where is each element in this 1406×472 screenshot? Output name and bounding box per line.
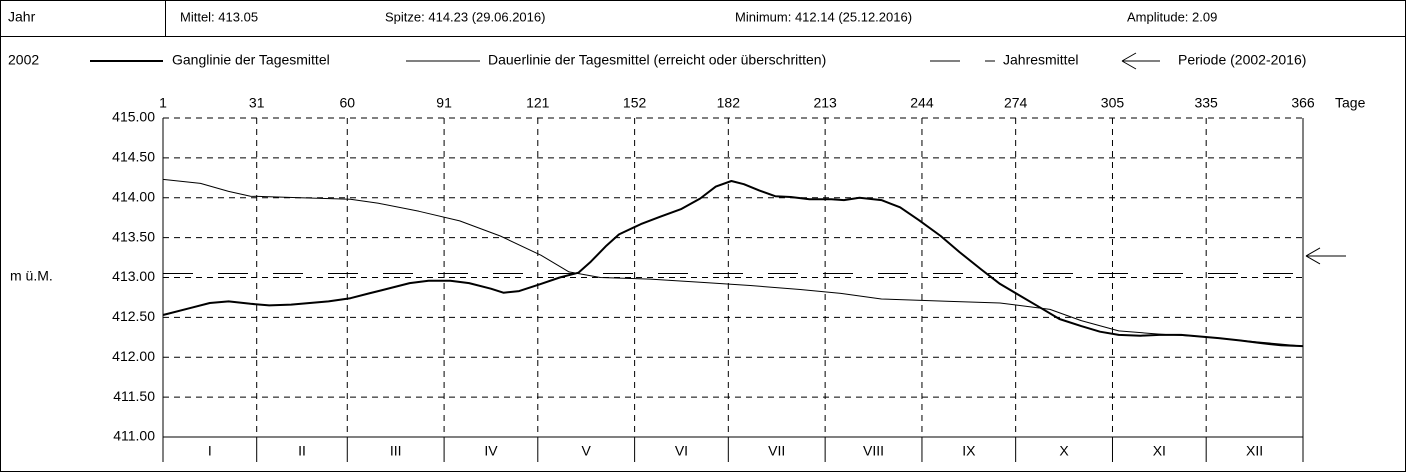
y-axis-label: m ü.M.	[10, 268, 53, 284]
x-tick-label: 152	[623, 95, 647, 111]
x-axis-label: Tage	[1335, 95, 1366, 111]
y-tick-label: 411.00	[113, 428, 155, 444]
amplitude-stat: Amplitude: 2.09	[1127, 9, 1217, 24]
month-label: VIII	[863, 443, 884, 459]
month-label: IX	[962, 443, 976, 459]
month-label: VI	[675, 443, 688, 459]
period-mean-arrow	[1305, 247, 1346, 265]
year: 2002	[8, 52, 39, 68]
legend-label: Ganglinie der Tagesmittel	[172, 52, 330, 68]
x-tick-label: 121	[526, 95, 550, 111]
y-tick-label: 411.50	[113, 388, 155, 404]
x-tick-label: 335	[1194, 95, 1218, 111]
month-label: III	[390, 443, 402, 459]
mean-stat: Mittel: 413.05	[180, 9, 258, 24]
x-tick-label: 91	[436, 95, 452, 111]
month-label: IV	[484, 443, 498, 459]
x-tick-label: 182	[717, 95, 741, 111]
x-tick-label: 274	[1004, 95, 1028, 111]
month-label: V	[582, 443, 592, 459]
legend-label: Jahresmittel	[1003, 52, 1078, 68]
peak-stat: Spitze: 414.23 (29.06.2016)	[385, 9, 545, 24]
x-tick-label: 60	[339, 95, 355, 111]
y-tick-label: 414.00	[112, 188, 155, 204]
y-tick-label: 412.00	[112, 348, 155, 364]
x-tick-label: 366	[1291, 95, 1315, 111]
y-tick-label: 413.50	[112, 228, 155, 244]
legend-label: Periode (2002-2016)	[1178, 52, 1306, 68]
y-tick-label: 412.50	[112, 308, 155, 324]
y-tick-label: 415.00	[112, 109, 155, 125]
month-label: II	[298, 443, 306, 459]
x-tick-label: 305	[1101, 95, 1125, 111]
series-line	[162, 180, 1304, 348]
min-stat: Minimum: 412.14 (25.12.2016)	[735, 9, 912, 24]
month-label: X	[1059, 443, 1069, 459]
x-tick-label: 244	[910, 95, 934, 111]
legend: Ganglinie der Tagesmittel Dauerlinie der…	[90, 52, 1306, 70]
row-label: Jahr	[8, 9, 36, 25]
series-line	[162, 178, 1304, 347]
y-tick-label: 414.50	[112, 149, 155, 165]
month-label: I	[208, 443, 212, 459]
legend-swatch	[1121, 52, 1160, 70]
month-label: XII	[1246, 443, 1263, 459]
x-tick-label: 1	[159, 95, 167, 111]
legend-label: Dauerlinie der Tagesmittel (erreicht ode…	[488, 52, 826, 68]
x-tick-label: 31	[249, 95, 265, 111]
x-tick-label: 213	[813, 95, 837, 111]
month-label: VII	[768, 443, 785, 459]
month-label: XI	[1153, 443, 1166, 459]
y-tick-label: 413.00	[112, 268, 155, 284]
